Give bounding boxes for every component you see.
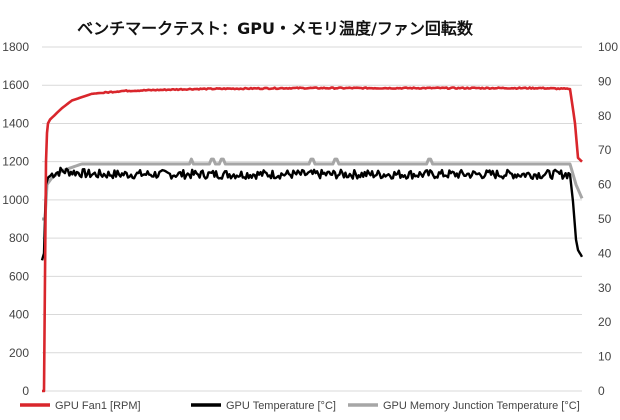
y-right-tick-label: 10 bbox=[598, 350, 612, 364]
y-right-tick-label: 90 bbox=[598, 74, 612, 88]
y-axis-left: 0 200 400 600 800 1000 1200 1400 1600 1800 bbox=[2, 40, 29, 398]
y-right-tick-label: 0 bbox=[598, 384, 605, 398]
y-left-tick-label: 1000 bbox=[2, 193, 29, 207]
series-line-gpu-temperature bbox=[40, 166, 584, 261]
legend: GPU Fan1 [RPM] GPU Temperature [°C] GPU Me… bbox=[20, 400, 580, 412]
y-axis-right: 0 10 20 30 40 50 60 70 80 90 100 bbox=[598, 40, 618, 398]
y-right-tick-label: 70 bbox=[598, 143, 612, 157]
chart-title: ベンチマークテスト：GPU・メモリ温度/ファン回転数 bbox=[77, 19, 474, 38]
y-left-tick-label: 1800 bbox=[2, 40, 29, 54]
y-left-tick-label: 1400 bbox=[2, 116, 29, 130]
y-right-tick-label: 60 bbox=[598, 178, 612, 192]
legend-label: GPU Fan1 [RPM] bbox=[55, 400, 141, 412]
y-left-tick-label: 200 bbox=[9, 346, 29, 360]
legend-label: GPU Temperature [°C] bbox=[226, 400, 336, 412]
series-line-gpu-fan1 bbox=[42, 86, 583, 393]
grid bbox=[42, 46, 582, 392]
y-left-tick-label: 600 bbox=[9, 269, 29, 283]
y-left-tick-label: 1600 bbox=[2, 78, 29, 92]
y-left-tick-label: 0 bbox=[22, 384, 29, 398]
y-right-tick-label: 80 bbox=[598, 109, 612, 123]
y-right-tick-label: 100 bbox=[598, 40, 618, 54]
y-right-tick-label: 30 bbox=[598, 281, 612, 295]
y-left-tick-label: 1200 bbox=[2, 155, 29, 169]
y-left-tick-label: 400 bbox=[9, 308, 29, 322]
y-right-tick-label: 50 bbox=[598, 212, 612, 226]
y-right-tick-label: 40 bbox=[598, 246, 612, 260]
y-right-tick-label: 20 bbox=[598, 315, 612, 329]
y-left-tick-label: 800 bbox=[9, 231, 29, 245]
series-lines bbox=[40, 86, 584, 393]
legend-label: GPU Memory Junction Temperature [°C] bbox=[383, 400, 580, 412]
series-line-gpu-memory-junction-temperature bbox=[42, 157, 584, 221]
